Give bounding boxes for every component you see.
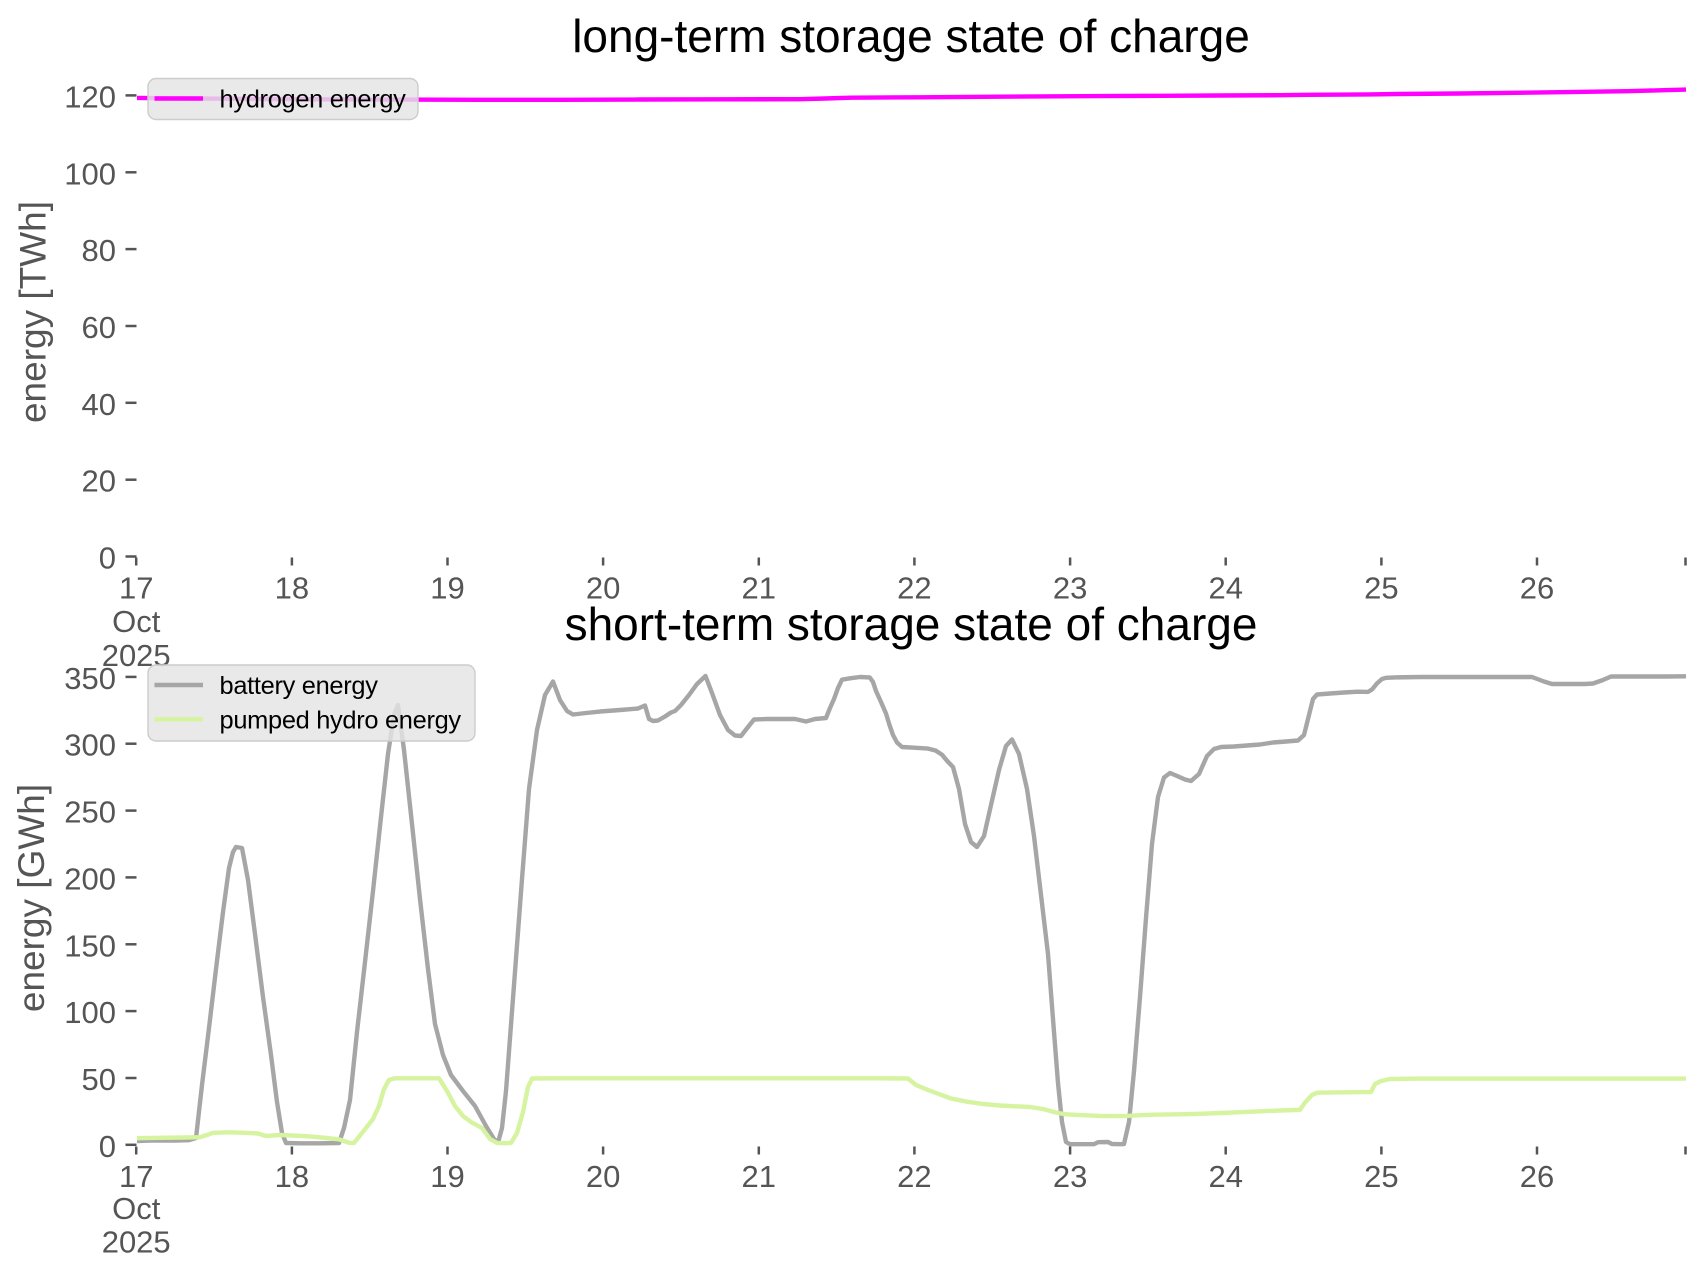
svg-text:200: 200 [64,861,116,896]
svg-text:short-term storage state of ch: short-term storage state of charge [565,598,1258,650]
svg-text:21: 21 [742,1159,776,1194]
svg-text:20: 20 [586,1159,620,1194]
svg-text:long-term storage state of cha: long-term storage state of charge [572,10,1250,62]
svg-text:21: 21 [742,571,776,606]
svg-text:120: 120 [64,79,116,114]
svg-text:20: 20 [82,464,116,499]
svg-text:300: 300 [64,728,116,763]
svg-text:17: 17 [119,1159,153,1194]
svg-text:pumped hydro energy: pumped hydro energy [220,706,462,734]
svg-text:19: 19 [430,571,464,606]
svg-text:energy [TWh]: energy [TWh] [12,201,53,423]
svg-text:26: 26 [1520,1159,1554,1194]
svg-text:22: 22 [897,571,931,606]
svg-text:25: 25 [1364,1159,1398,1194]
svg-text:60: 60 [82,310,116,345]
svg-text:100: 100 [64,995,116,1030]
svg-text:19: 19 [430,1159,464,1194]
svg-text:0: 0 [99,541,116,576]
svg-text:0: 0 [99,1129,116,1164]
svg-text:100: 100 [64,156,116,191]
svg-text:energy [GWh]: energy [GWh] [11,784,52,1012]
svg-text:80: 80 [82,233,116,268]
svg-text:250: 250 [64,795,116,830]
svg-text:26: 26 [1520,571,1554,606]
svg-text:20: 20 [586,571,620,606]
svg-text:25: 25 [1364,571,1398,606]
svg-text:350: 350 [64,661,116,696]
svg-text:24: 24 [1208,1159,1242,1194]
svg-text:150: 150 [64,928,116,963]
svg-text:23: 23 [1053,1159,1087,1194]
svg-text:18: 18 [275,571,309,606]
svg-text:50: 50 [82,1062,116,1097]
svg-text:Oct: Oct [112,1191,161,1226]
svg-text:Oct: Oct [112,604,161,639]
svg-text:17: 17 [119,571,153,606]
svg-text:40: 40 [82,387,116,422]
svg-text:18: 18 [275,1159,309,1194]
svg-text:2025: 2025 [102,1225,171,1260]
svg-text:hydrogen energy: hydrogen energy [220,85,407,113]
svg-text:23: 23 [1053,571,1087,606]
svg-text:24: 24 [1208,571,1242,606]
svg-text:battery energy: battery energy [220,672,379,700]
svg-text:22: 22 [897,1159,931,1194]
